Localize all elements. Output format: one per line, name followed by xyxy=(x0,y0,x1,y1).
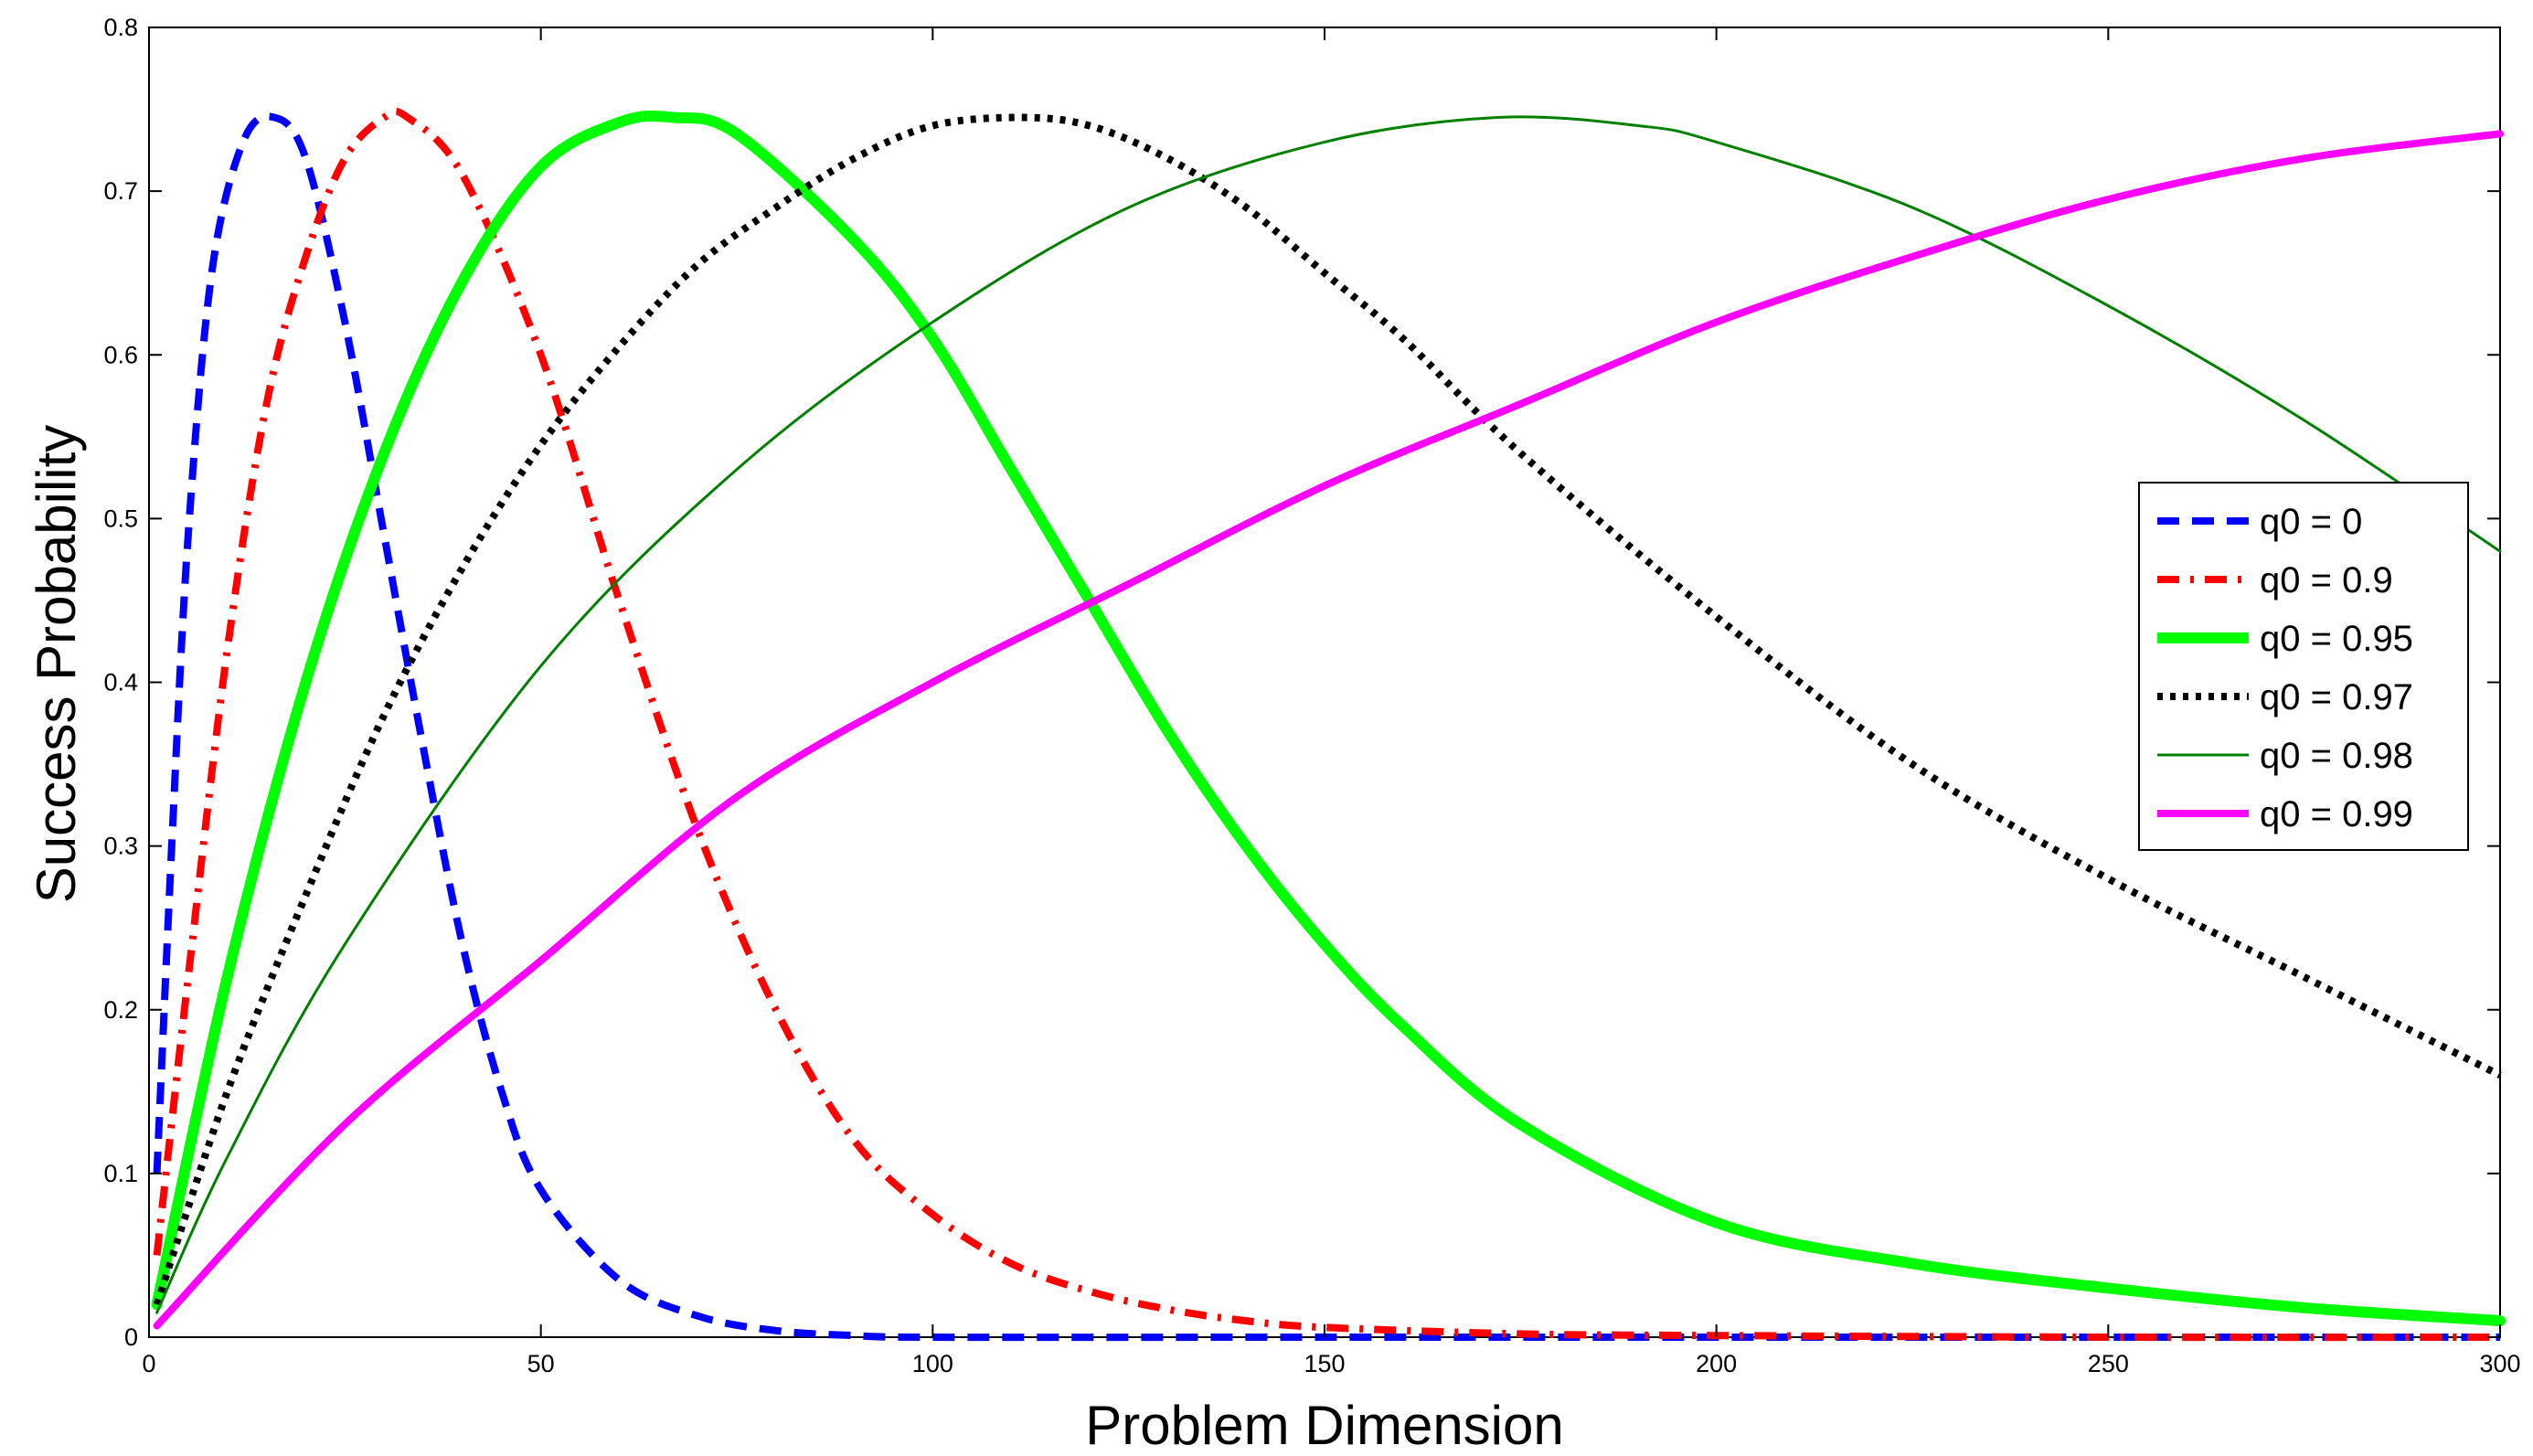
y-tick-label: 0 xyxy=(124,1323,138,1351)
legend-label-4: q0 = 0.98 xyxy=(2260,736,2413,776)
y-tick-label: 0.1 xyxy=(103,1160,138,1187)
legend-label-2: q0 = 0.95 xyxy=(2260,619,2413,659)
x-tick-label: 150 xyxy=(1304,1350,1345,1377)
series-line-2 xyxy=(151,110,2506,1327)
legend: q0 = 0 q0 = 0.9 q0 = 0.95 q0 = 0.97 q0 = 0.9… xyxy=(2138,482,2469,851)
legend-label-5: q0 = 0.99 xyxy=(2260,794,2413,834)
series-line-5 xyxy=(153,130,2504,1330)
x-tick-label: 200 xyxy=(1696,1350,1737,1377)
legend-box xyxy=(2138,482,2469,851)
series-layer xyxy=(151,107,2506,1342)
legend-label-3: q0 = 0.97 xyxy=(2260,677,2413,717)
x-tick-label: 50 xyxy=(527,1350,555,1377)
legend-label-1: q0 = 0.9 xyxy=(2260,560,2393,600)
y-tick-label: 0.3 xyxy=(103,833,138,860)
series-line-1 xyxy=(153,107,2501,1342)
series-line-0 xyxy=(153,112,2500,1342)
series-line-4 xyxy=(155,115,2502,1314)
axes-layer: 0 50 100 150 200 250 300 0 0.1 0.2 0.3 0.4 0.5 0.6 0.7… xyxy=(103,14,2520,1377)
y-tick-label: 0.5 xyxy=(103,505,138,532)
x-tick-label: 250 xyxy=(2088,1350,2129,1377)
y-tick-label: 0.2 xyxy=(103,996,138,1024)
y-tick-label: 0.7 xyxy=(103,177,138,205)
y-tick-label: 0.6 xyxy=(103,341,138,368)
x-tick-label: 300 xyxy=(2479,1350,2520,1377)
legend-label-0: q0 = 0 xyxy=(2260,502,2362,542)
y-tick-label: 0.4 xyxy=(103,669,138,696)
x-tick-label: 0 xyxy=(142,1350,155,1377)
plot-area xyxy=(148,27,2501,1338)
y-tick-label: 0.8 xyxy=(103,14,138,41)
x-axis-label: Problem Dimension xyxy=(1085,1395,1564,1456)
x-tick-label: 100 xyxy=(912,1350,953,1377)
y-axis-label: Success Probability xyxy=(26,425,87,904)
